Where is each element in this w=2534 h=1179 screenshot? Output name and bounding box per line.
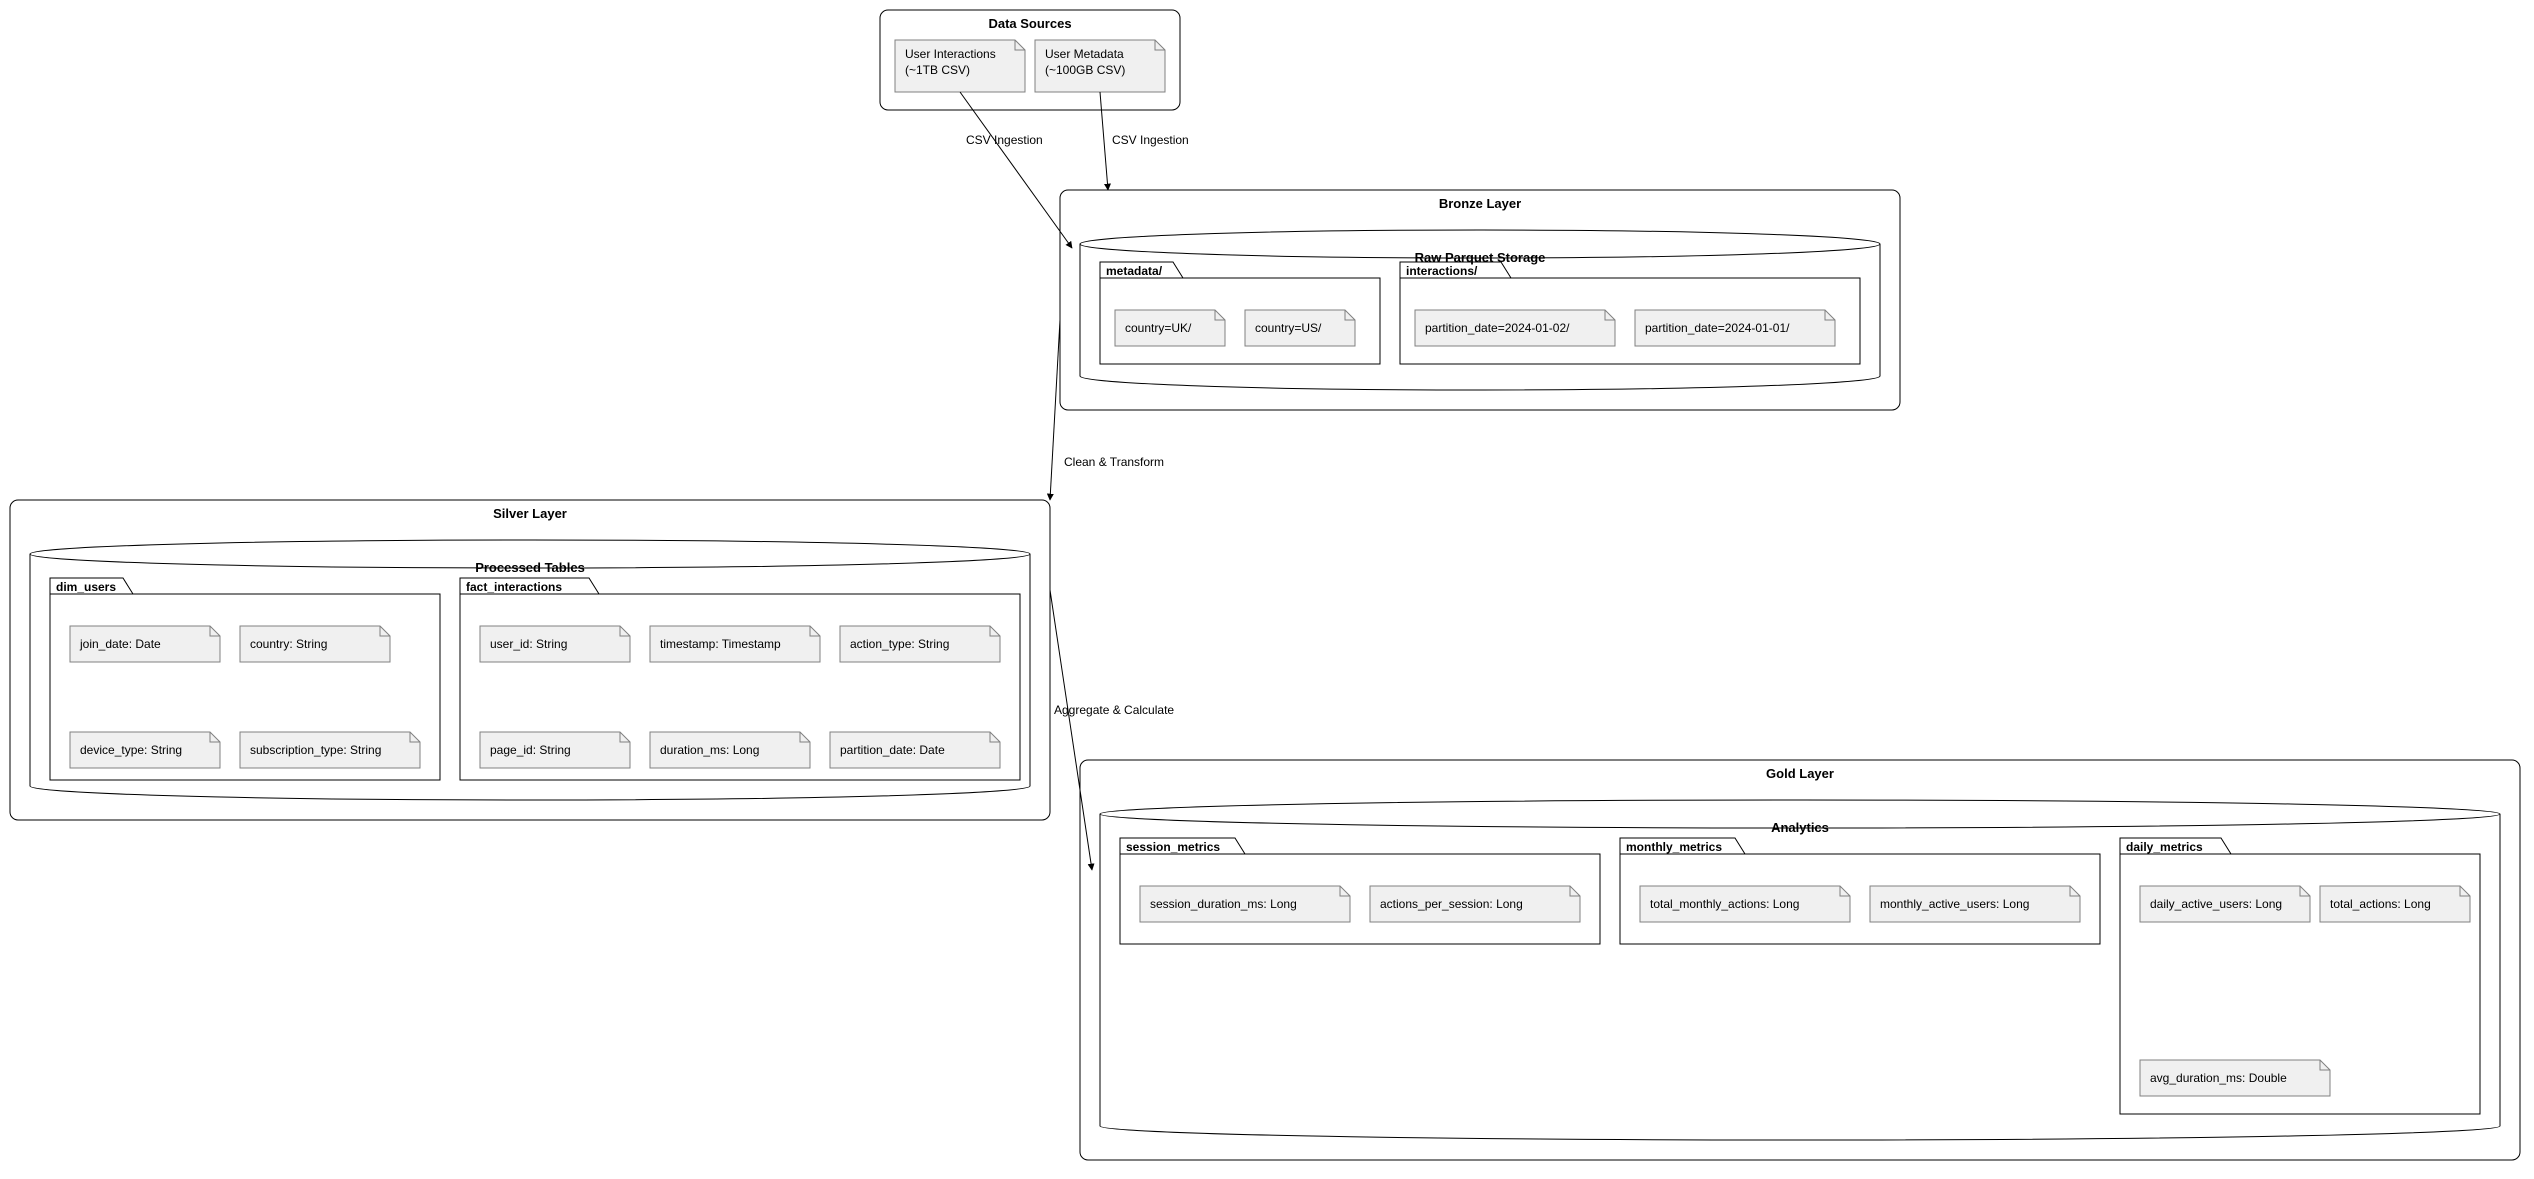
svg-text:country=US/: country=US/ [1255,321,1322,335]
gold-folder-0-note-1: actions_per_session: Long [1370,886,1580,922]
silver-layer-container-title: Silver Layer [493,506,567,521]
silver-folder-0-note-1: country: String [240,626,390,662]
edge-3: Aggregate & Calculate [1050,590,1174,870]
data-sources-note-1: User Metadata (~100GB CSV) [1035,40,1165,92]
svg-text:duration_ms: Long: duration_ms: Long [660,743,759,757]
silver-folder-1-note-2: action_type: String [840,626,1000,662]
svg-text:device_type: String: device_type: String [80,743,182,757]
silver-folder-0-note-3: subscription_type: String [240,732,420,768]
svg-text:user_id: String: user_id: String [490,637,567,651]
gold-cylinder-title: Analytics [1771,820,1829,835]
silver-folder-1-note-1: timestamp: Timestamp [650,626,820,662]
svg-text:page_id: String: page_id: String [490,743,571,757]
svg-text:actions_per_session: Long: actions_per_session: Long [1380,897,1523,911]
svg-text:country: String: country: String [250,637,327,651]
edge-0: CSV Ingestion [960,92,1072,248]
silver-cylinder-title: Processed Tables [475,560,585,575]
gold-folder-2-note-1: total_actions: Long [2320,886,2470,922]
gold-folder-1-note-0: total_monthly_actions: Long [1640,886,1850,922]
edge-0-label: CSV Ingestion [966,133,1043,147]
svg-text:(~100GB CSV): (~100GB CSV) [1045,63,1125,77]
svg-text:avg_duration_ms: Double: avg_duration_ms: Double [2150,1071,2287,1085]
svg-text:action_type: String: action_type: String [850,637,949,651]
svg-text:daily_active_users: Long: daily_active_users: Long [2150,897,2282,911]
svg-text:partition_date=2024-01-02/: partition_date=2024-01-02/ [1425,321,1570,335]
bronze-folder-1-note-0: partition_date=2024-01-02/ [1415,310,1615,346]
bronze-folder-1-note-1: partition_date=2024-01-01/ [1635,310,1835,346]
edge-3-label: Aggregate & Calculate [1054,703,1174,717]
silver-folder-1-note-4: duration_ms: Long [650,732,810,768]
edge-1-label: CSV Ingestion [1112,133,1189,147]
bronze-folder-0-label: metadata/ [1106,264,1163,278]
svg-text:monthly_active_users: Long: monthly_active_users: Long [1880,897,2029,911]
svg-text:(~1TB CSV): (~1TB CSV) [905,63,970,77]
svg-text:total_monthly_actions: Long: total_monthly_actions: Long [1650,897,1799,911]
svg-text:User Metadata: User Metadata [1045,47,1124,61]
bronze-layer-container: Bronze Layer [1060,190,1900,410]
svg-text:partition_date=2024-01-01/: partition_date=2024-01-01/ [1645,321,1790,335]
gold-folder-0-label: session_metrics [1126,840,1220,854]
silver-folder-1-note-0: user_id: String [480,626,630,662]
bronze-layer-container-title: Bronze Layer [1439,196,1521,211]
gold-folder-2-label: daily_metrics [2126,840,2203,854]
svg-text:total_actions: Long: total_actions: Long [2330,897,2431,911]
svg-text:subscription_type: String: subscription_type: String [250,743,381,757]
silver-folder-0-label: dim_users [56,580,116,594]
gold-layer-container-title: Gold Layer [1766,766,1834,781]
svg-text:session_duration_ms: Long: session_duration_ms: Long [1150,897,1297,911]
svg-text:User Interactions: User Interactions [905,47,996,61]
silver-folder-1-note-5: partition_date: Date [830,732,1000,768]
svg-text:join_date: Date: join_date: Date [79,637,161,651]
svg-text:timestamp: Timestamp: timestamp: Timestamp [660,637,781,651]
svg-text:country=UK/: country=UK/ [1125,321,1192,335]
edge-1: CSV Ingestion [1100,92,1189,190]
diagram-canvas: Data SourcesUser Interactions(~1TB CSV)U… [0,0,2534,1179]
edge-2-label: Clean & Transform [1064,455,1164,469]
silver-folder-1-note-3: page_id: String [480,732,630,768]
svg-text:partition_date: Date: partition_date: Date [840,743,945,757]
gold-folder-1-label: monthly_metrics [1626,840,1722,854]
bronze-folder-1-label: interactions/ [1406,264,1478,278]
gold-folder-0-note-0: session_duration_ms: Long [1140,886,1350,922]
data-sources-container-title: Data Sources [988,16,1071,31]
gold-folder-2-note-2: avg_duration_ms: Double [2140,1060,2330,1096]
silver-folder-1-label: fact_interactions [466,580,562,594]
bronze-folder-0-note-0: country=UK/ [1115,310,1225,346]
bronze-folder-0-note-1: country=US/ [1245,310,1355,346]
bronze-cylinder-title: Raw Parquet Storage [1415,250,1546,265]
data-sources-note-0: User Interactions (~1TB CSV) [895,40,1025,92]
gold-folder-1-note-1: monthly_active_users: Long [1870,886,2080,922]
silver-folder-0-note-2: device_type: String [70,732,220,768]
gold-folder-2-note-0: daily_active_users: Long [2140,886,2310,922]
silver-folder-0-note-0: join_date: Date [70,626,220,662]
